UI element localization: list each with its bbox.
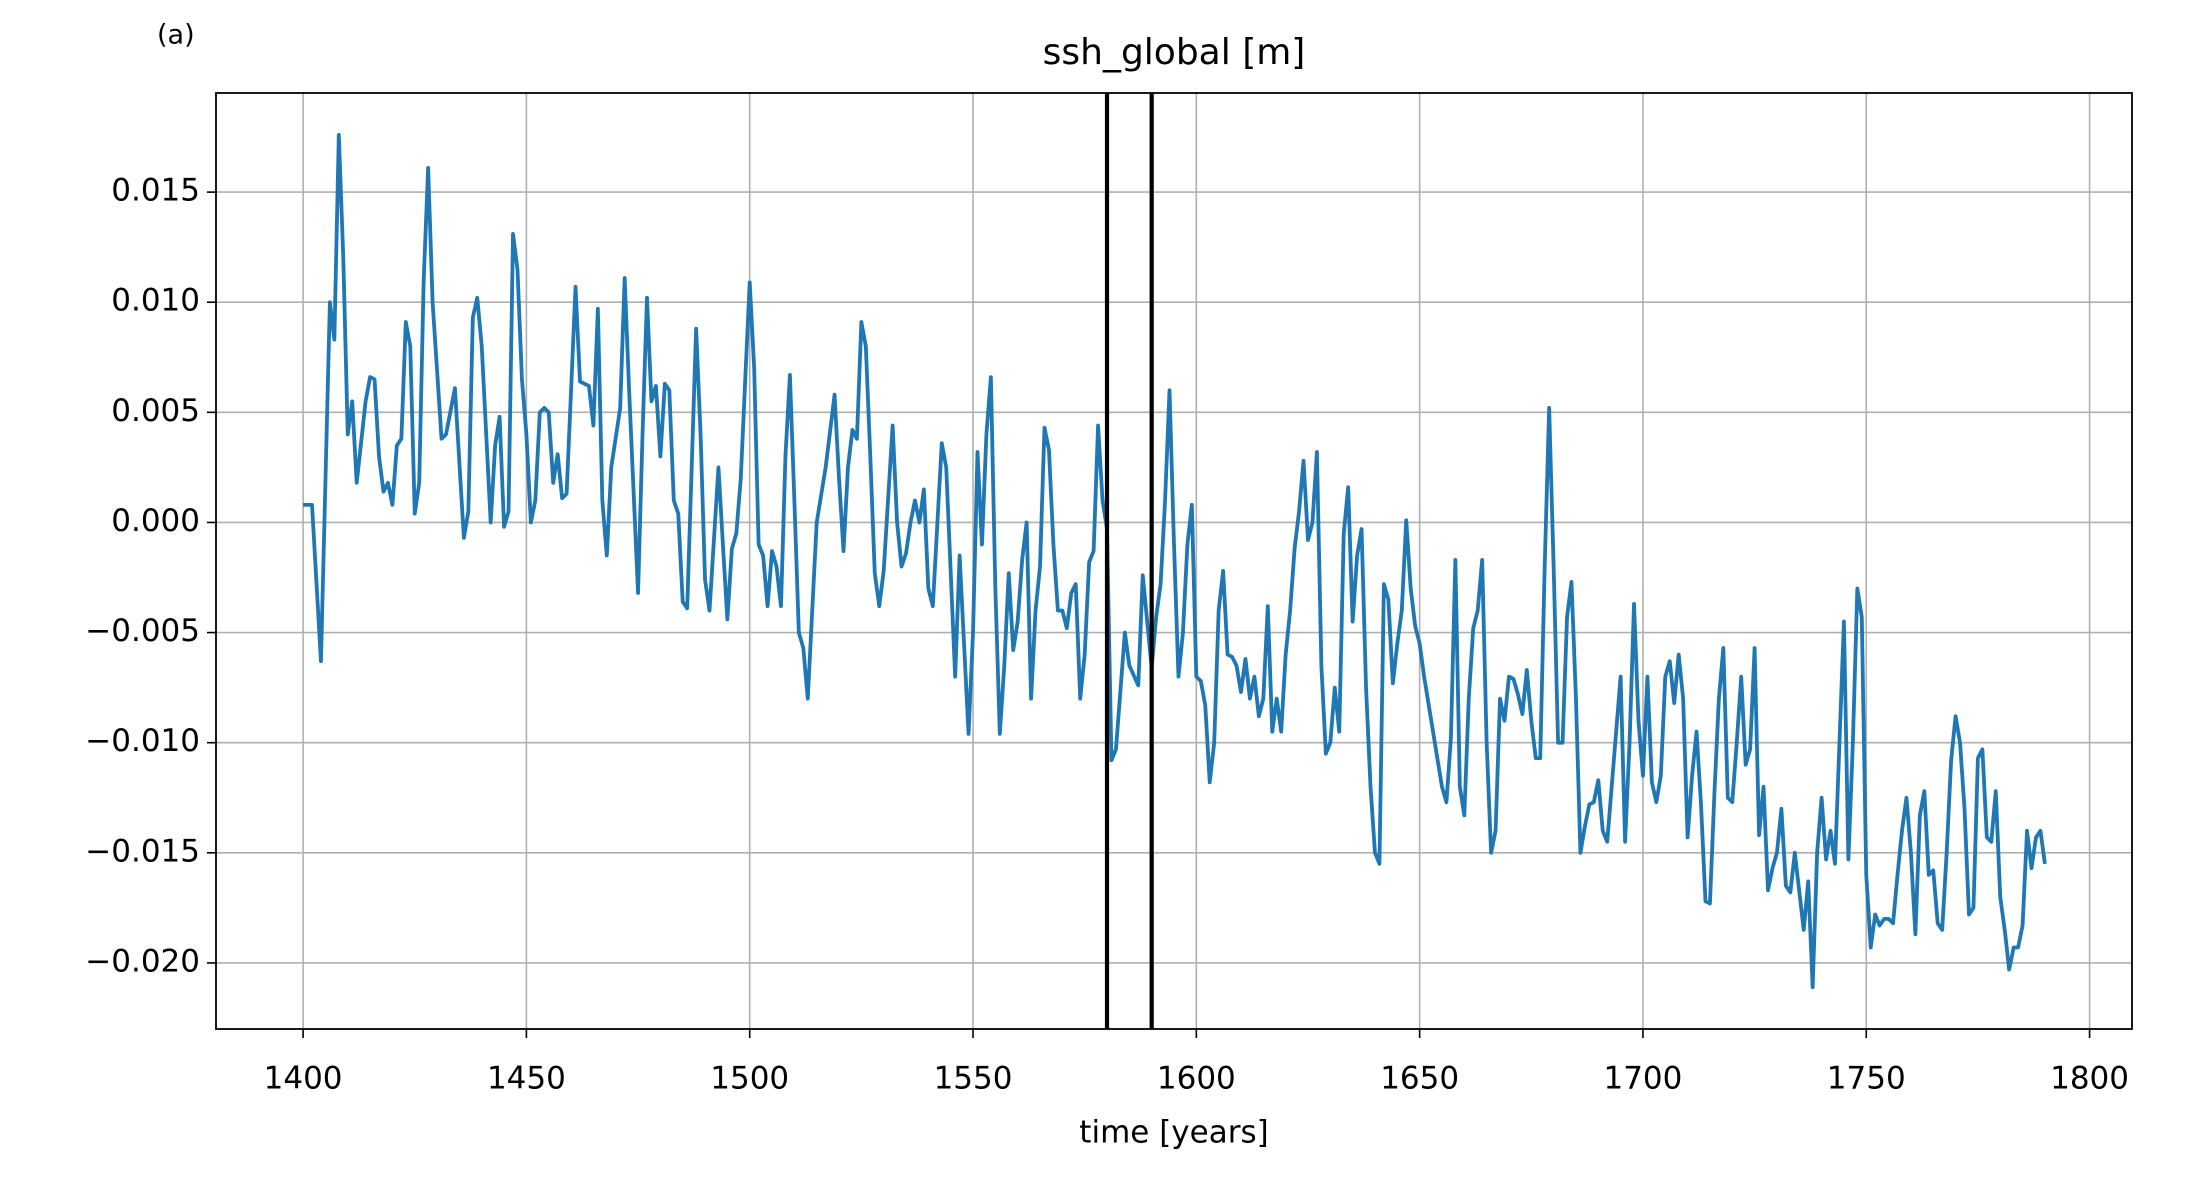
- y-tick-label: −0.020: [85, 943, 200, 979]
- y-tick-label: 0.010: [111, 283, 200, 319]
- x-tick-label: 1450: [487, 1061, 566, 1097]
- y-tick-label: −0.005: [85, 613, 200, 649]
- y-tick-label: −0.015: [85, 833, 200, 869]
- x-tick-label: 1650: [1380, 1061, 1459, 1097]
- x-tick-label: 1600: [1157, 1061, 1236, 1097]
- plot-frame: [215, 92, 2133, 1030]
- chart-title: ssh_global [m]: [1043, 32, 1306, 73]
- panel-label: (a): [157, 20, 195, 51]
- x-tick-label: 1500: [710, 1061, 789, 1097]
- y-tick-label: −0.010: [85, 723, 200, 759]
- x-tick-label: 1800: [2050, 1061, 2129, 1097]
- y-tick-label: 0.015: [111, 173, 200, 209]
- x-axis-label: time [years]: [1079, 1115, 1268, 1151]
- x-tick-label: 1400: [264, 1061, 343, 1097]
- x-tick-label: 1550: [934, 1061, 1013, 1097]
- y-tick-label: 0.000: [111, 503, 200, 539]
- data-line: [303, 132, 2047, 990]
- x-tick-label: 1700: [1603, 1061, 1682, 1097]
- x-tick-label: 1750: [1827, 1061, 1906, 1097]
- y-tick-label: 0.005: [111, 393, 200, 429]
